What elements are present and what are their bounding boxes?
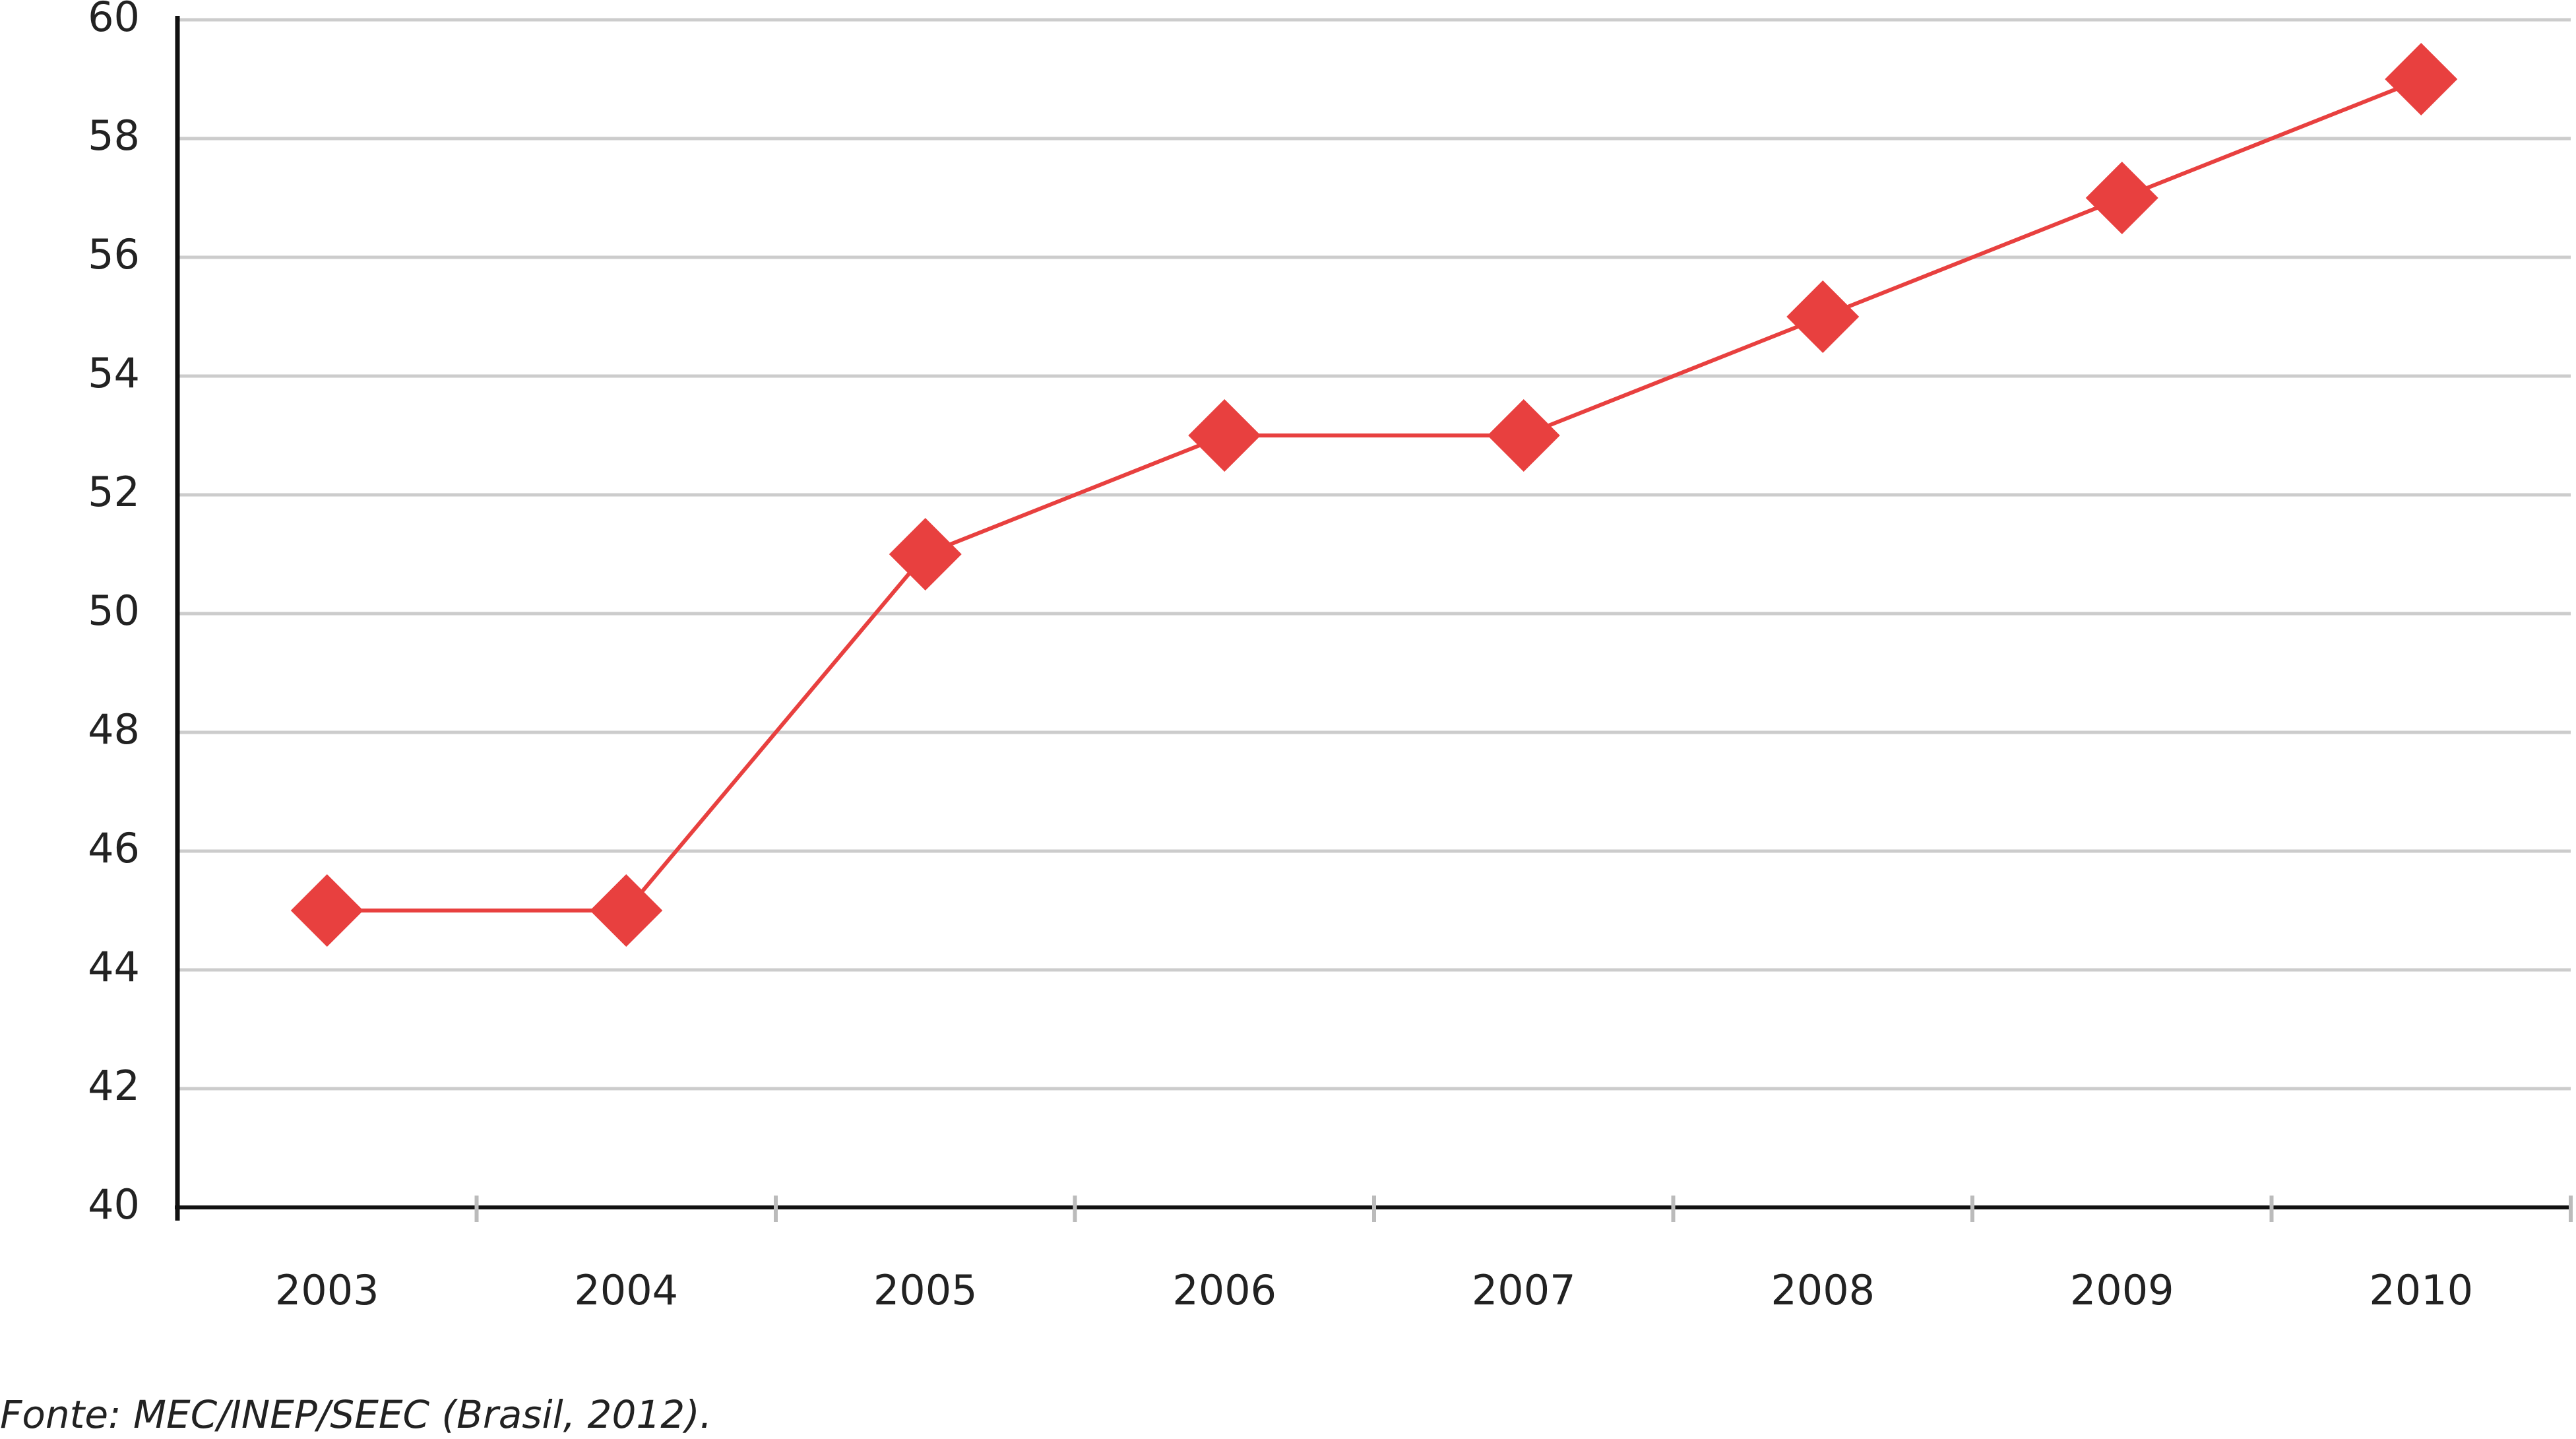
marker [889, 518, 962, 591]
y-tick-label: 46 [88, 824, 140, 872]
source-note: Fonte: MEC/INEP/SEEC (Brasil, 2012). [0, 1392, 712, 1437]
y-tick-label: 48 [88, 705, 140, 753]
marker [590, 874, 663, 947]
marker [1786, 280, 1860, 353]
y-tick-label: 44 [88, 943, 140, 991]
x-tick-label: 2003 [275, 1266, 379, 1314]
marker [2085, 162, 2158, 234]
x-tick-label: 2007 [1472, 1266, 1576, 1314]
y-tick-label: 50 [88, 587, 140, 635]
x-tick-label: 2005 [873, 1266, 978, 1314]
y-tick-label: 40 [88, 1180, 140, 1229]
y-tick-label: 56 [88, 230, 140, 278]
x-tick-label: 2010 [2369, 1266, 2473, 1314]
x-tick-label: 2006 [1172, 1266, 1276, 1314]
y-tick-label: 52 [88, 468, 140, 516]
y-tick-label: 60 [88, 0, 140, 41]
y-tick-label: 58 [88, 112, 140, 160]
line [327, 77, 2422, 912]
marker [1487, 399, 1560, 472]
marker [290, 874, 363, 947]
x-tick-label: 2009 [2070, 1266, 2174, 1314]
x-tick-label: 2004 [574, 1266, 678, 1314]
marker [2385, 43, 2458, 115]
y-tick-label: 54 [88, 349, 140, 397]
marker [1188, 399, 1261, 472]
x-tick-label: 2008 [1771, 1266, 1875, 1314]
y-tick-label: 42 [88, 1062, 140, 1110]
